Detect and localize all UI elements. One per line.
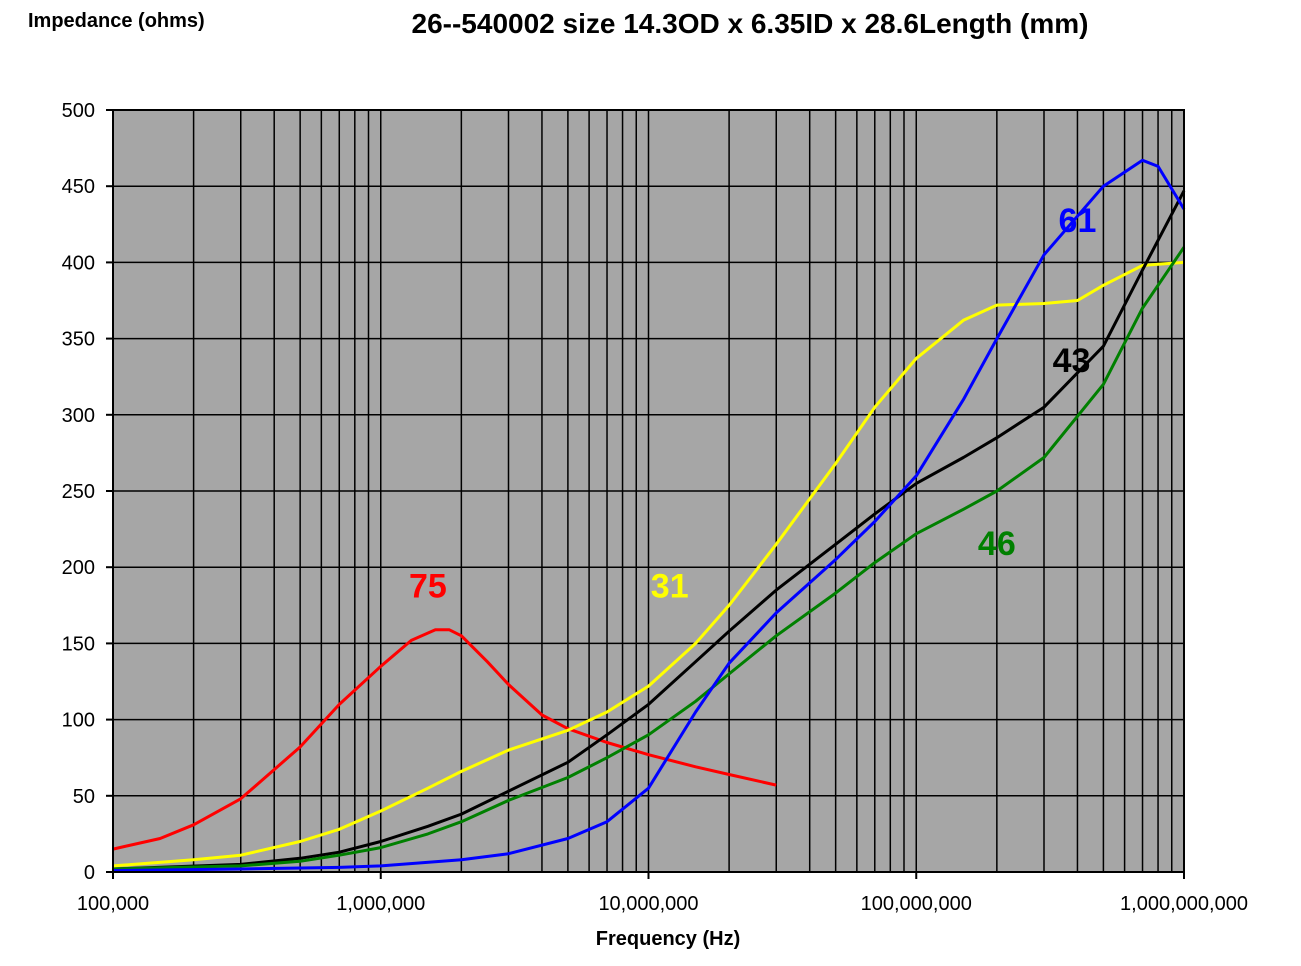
series-labels: 75 31 43 46 61 xyxy=(409,202,1096,606)
series-line-61 xyxy=(112,158,1186,872)
series-label-46: 46 xyxy=(978,525,1016,563)
gridlines xyxy=(113,109,1184,872)
y-tick-label: 100 xyxy=(62,710,95,732)
y-tick-label: 200 xyxy=(62,557,95,579)
series-line-31 xyxy=(112,260,1185,868)
y-tick-label: 300 xyxy=(62,405,95,427)
x-tick-label: 10,000,000 xyxy=(598,893,698,915)
y-tick-label: 350 xyxy=(62,329,95,351)
series-line-75 xyxy=(112,628,777,851)
y-axis-title: Impedance (ohms) xyxy=(28,10,205,32)
y-tick-label: 400 xyxy=(62,252,95,274)
y-tick-label: 50 xyxy=(73,786,95,808)
chart-title: 26--540002 size 14.3OD x 6.35ID x 28.6Le… xyxy=(411,8,1089,39)
x-tick-label: 1,000,000 xyxy=(336,893,425,915)
y-tick-label: 150 xyxy=(62,633,95,655)
series-label-43: 43 xyxy=(1053,342,1091,380)
x-tick-label: 100,000 xyxy=(77,893,149,915)
x-tick-label: 1,000,000,000 xyxy=(1120,893,1248,915)
x-axis-title: Frequency (Hz) xyxy=(595,928,741,950)
series-line-43 xyxy=(112,190,1186,871)
series-label-31: 31 xyxy=(651,568,689,606)
series-label-75: 75 xyxy=(409,568,447,606)
x-tick-label: 100,000,000 xyxy=(861,893,972,915)
y-tick-label: 450 xyxy=(62,176,95,198)
series-line-46 xyxy=(112,246,1186,871)
series-lines xyxy=(112,158,1186,872)
y-tick-label: 250 xyxy=(62,481,95,503)
y-tick-label: 0 xyxy=(84,862,95,884)
y-tick-label: 500 xyxy=(62,100,95,122)
series-label-61: 61 xyxy=(1059,202,1097,240)
axes: 0 50 100 150 200 250 300 350 400 450 500 100,000 1,0… xyxy=(62,100,1248,915)
